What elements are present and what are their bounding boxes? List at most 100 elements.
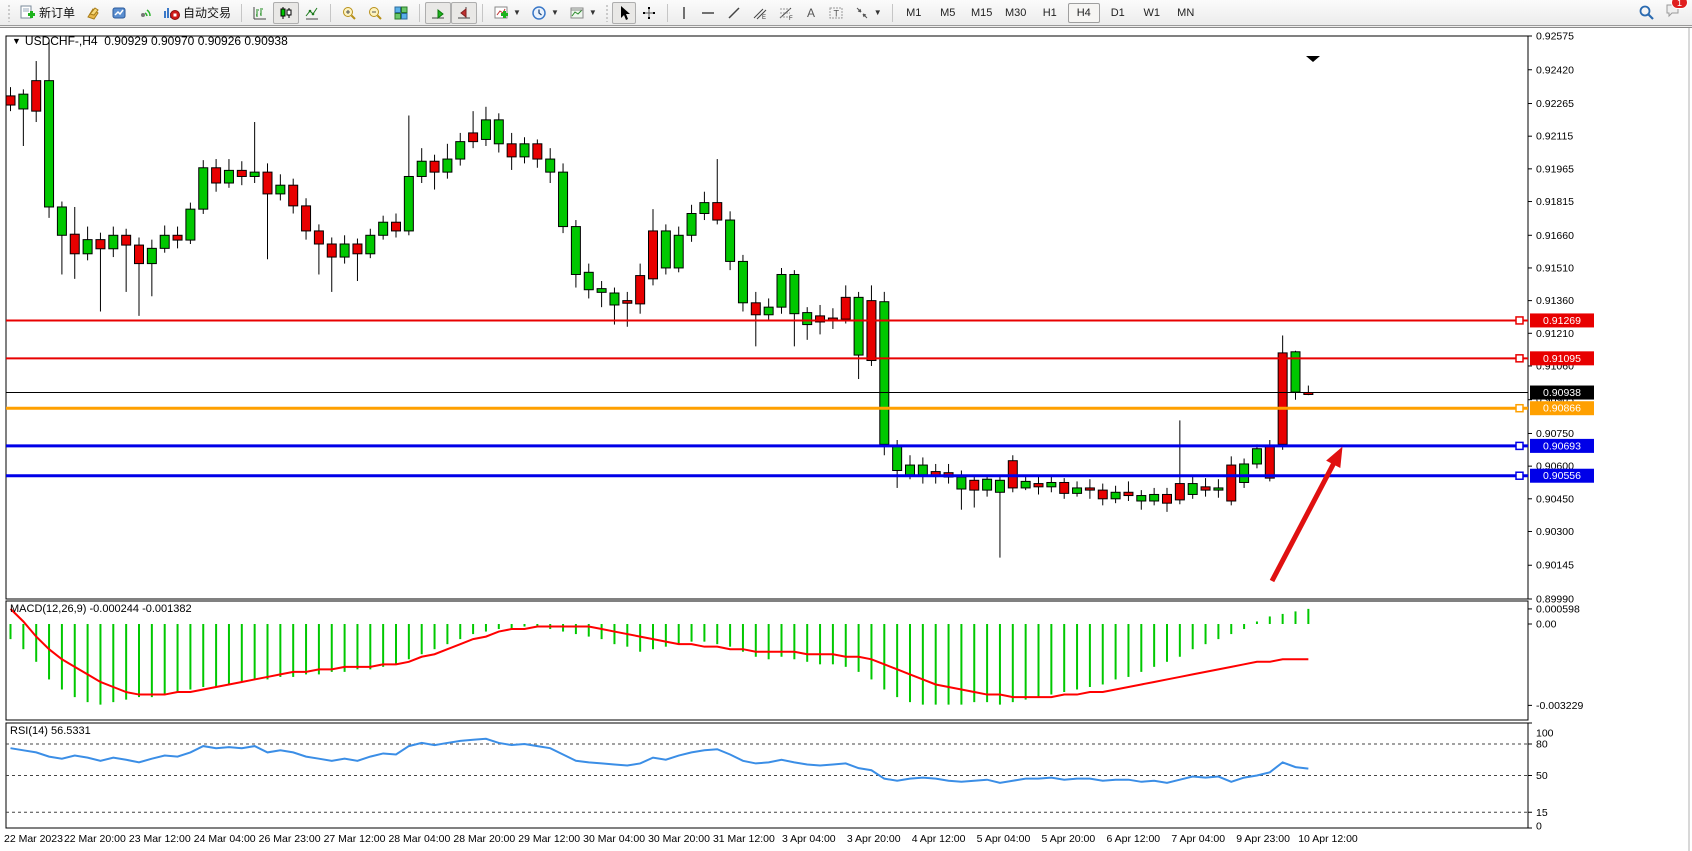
- signals-icon: [141, 8, 151, 17]
- main-chart-panel[interactable]: [5, 35, 1529, 600]
- chart-canvas[interactable]: 0.92575 0.92420 0.92265 0.92115 0.91965 0.918…: [0, 28, 1692, 851]
- candle: [288, 184, 299, 207]
- candle: [18, 93, 29, 110]
- macd-axis-label: -0.003229: [1536, 700, 1583, 712]
- candle: [776, 273, 787, 308]
- candle: [1187, 483, 1198, 495]
- profile-button[interactable]: [106, 2, 132, 24]
- auto-trading-icon: [164, 7, 181, 20]
- time-axis-label: 28 Mar 20:00: [453, 833, 515, 845]
- time-axis-label: 4 Apr 12:00: [912, 833, 966, 845]
- new-order-button[interactable]: 新订单: [14, 2, 80, 24]
- tile-windows-button[interactable]: [388, 2, 414, 24]
- timeframe-m15[interactable]: M15: [971, 6, 993, 19]
- horizontal-line-tool-button[interactable]: [695, 2, 721, 24]
- collapse-triangle-icon[interactable]: ▼: [12, 36, 21, 46]
- chart-title[interactable]: ▼ USDCHF-,H4 0.90929 0.90970 0.90926 0.90…: [12, 34, 288, 48]
- candle: [1136, 495, 1147, 502]
- periods-button[interactable]: ▼: [526, 2, 564, 24]
- macd-values: -0.000244 -0.001382: [89, 603, 192, 615]
- candle: [108, 234, 119, 250]
- macd-axis-label: 0.000598: [1536, 604, 1580, 616]
- price-axis-label: 0.90300: [1536, 526, 1574, 538]
- indicators-button[interactable]: ▼: [488, 2, 526, 24]
- notifications-button[interactable]: 1: [1664, 0, 1688, 24]
- candle: [1200, 486, 1211, 491]
- text-label-tool-button[interactable]: T: [823, 2, 849, 24]
- separator: [419, 3, 421, 22]
- chart-shift-button[interactable]: [451, 1, 478, 24]
- templates-button[interactable]: ▼: [564, 2, 602, 24]
- macd-panel[interactable]: [5, 600, 1529, 721]
- timeframe-m30[interactable]: M30: [1005, 6, 1027, 19]
- timeframe-mn[interactable]: MN: [1177, 6, 1195, 19]
- candle: [763, 306, 774, 316]
- macd-signal-line: [9, 608, 1309, 699]
- equidistant-channel-tool-button[interactable]: E: [747, 2, 773, 24]
- trend-arrow[interactable]: [1269, 457, 1339, 583]
- candle: [982, 478, 993, 491]
- trend-arrow-head: [1326, 446, 1343, 469]
- arrows-tool-button[interactable]: ▼: [849, 2, 887, 24]
- text-label-icon: T: [829, 7, 843, 18]
- bar-chart-button[interactable]: [247, 2, 273, 24]
- timeframe-d1[interactable]: D1: [1110, 6, 1125, 19]
- candle: [455, 141, 466, 160]
- zoom-out-button[interactable]: [362, 2, 388, 24]
- chevron-down-icon: ▼: [513, 8, 521, 17]
- candle: [609, 292, 620, 306]
- tile-windows-icon: [394, 6, 408, 19]
- cursor-tool-button[interactable]: [611, 1, 636, 24]
- depth-of-market-button[interactable]: [80, 2, 106, 24]
- line-handle[interactable]: [1515, 441, 1524, 451]
- line-handle[interactable]: [1515, 354, 1524, 363]
- price-axis-label: 0.91360: [1536, 295, 1574, 307]
- timeframe-h4[interactable]: H4: [1067, 2, 1100, 23]
- line-handle[interactable]: [1515, 471, 1524, 480]
- auto-trading-button[interactable]: 自动交易: [158, 2, 236, 24]
- candle: [69, 233, 80, 255]
- candle: [1084, 487, 1095, 491]
- text-tool-button[interactable]: A: [799, 2, 823, 24]
- price-badge: [1530, 401, 1594, 416]
- time-axis-label: 5 Apr 04:00: [977, 833, 1031, 845]
- candle: [673, 234, 684, 269]
- crosshair-tool-button[interactable]: [636, 2, 662, 24]
- time-axis-label: 26 Mar 23:00: [259, 833, 321, 845]
- time-axis-label: 22 Mar 20:00: [64, 833, 126, 845]
- signals-button[interactable]: [132, 2, 158, 24]
- vertical-line-icon: [683, 6, 685, 19]
- price-axis-label: 0.91660: [1536, 230, 1574, 242]
- zoom-in-icon: [343, 6, 356, 20]
- candle: [211, 167, 222, 184]
- vertical-line-tool-button[interactable]: [673, 2, 695, 24]
- candle: [1264, 444, 1275, 479]
- candle: [134, 244, 144, 265]
- candle: [1162, 493, 1172, 504]
- fibonacci-tool-button[interactable]: F: [773, 2, 799, 24]
- timeframe-m5[interactable]: M5: [940, 6, 956, 19]
- timeframe-h1[interactable]: H1: [1042, 6, 1057, 19]
- candle: [31, 80, 42, 112]
- auto-scroll-button[interactable]: [425, 1, 452, 24]
- timeframe-w1[interactable]: W1: [1143, 6, 1160, 19]
- candlestick-chart-button[interactable]: [273, 1, 300, 24]
- symbol-period-label: USDCHF-,H4: [24, 34, 98, 48]
- timeframe-m1[interactable]: M1: [906, 6, 922, 19]
- candle: [1059, 481, 1070, 494]
- macd-name: MACD(12,26,9): [10, 603, 87, 615]
- line-handle[interactable]: [1515, 316, 1524, 325]
- line-chart-button[interactable]: [299, 2, 325, 24]
- candle: [1226, 464, 1237, 502]
- zoom-in-button[interactable]: [336, 2, 362, 24]
- rsi-name: RSI(14): [10, 725, 48, 737]
- candle: [1149, 493, 1160, 502]
- trendline-tool-button[interactable]: [721, 2, 747, 24]
- line-handle[interactable]: [1515, 403, 1524, 413]
- search-icon[interactable]: [1638, 4, 1656, 22]
- toolbar-right: 1: [1638, 0, 1692, 24]
- time-axis-label: 9 Apr 23:00: [1236, 833, 1290, 845]
- new-order-icon: [20, 5, 35, 18]
- main-toolbar: 新订单 自动交易 ▼ ▼: [0, 0, 1692, 26]
- candle: [853, 296, 864, 356]
